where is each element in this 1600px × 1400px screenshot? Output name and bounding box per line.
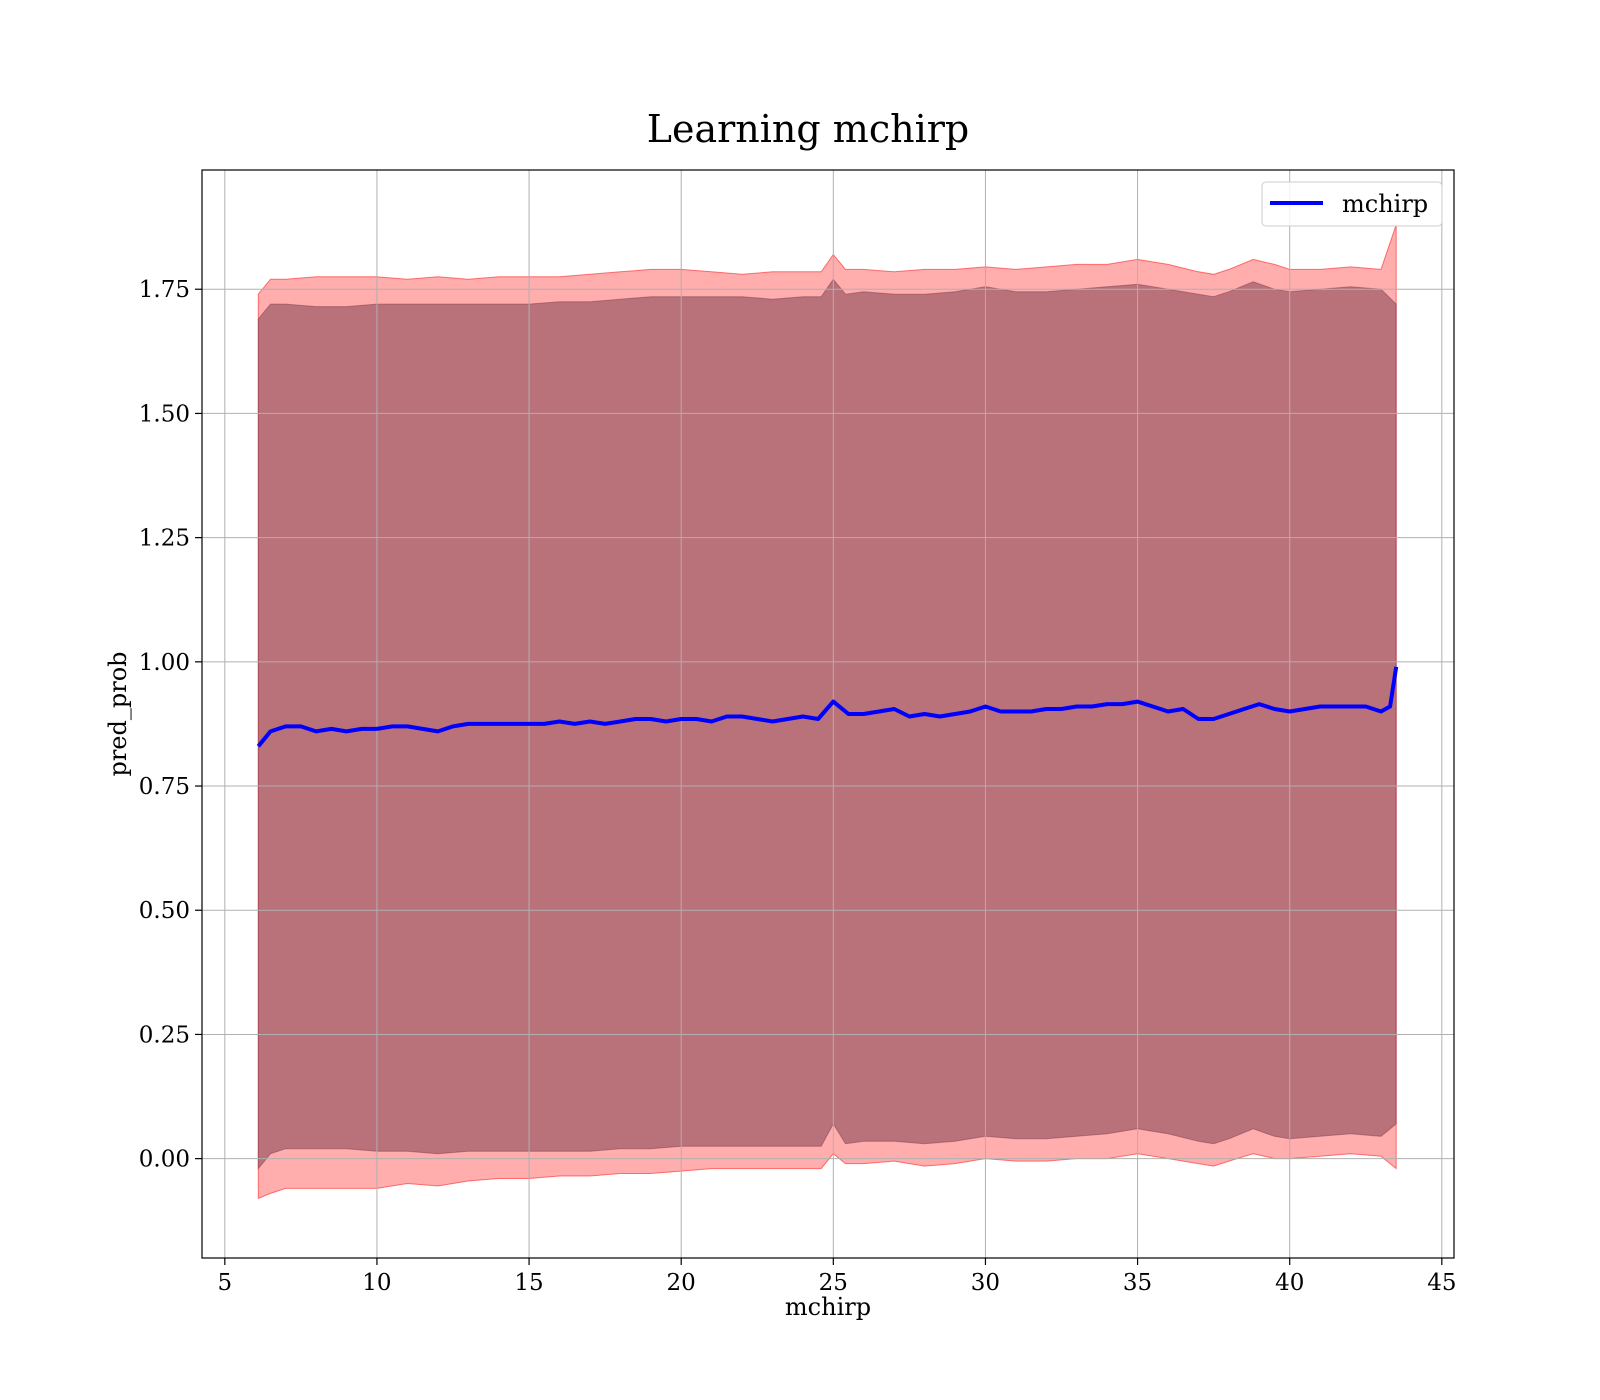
x-tick-label-0: 5 [217, 1270, 232, 1296]
x-tick-label-8: 45 [1427, 1270, 1456, 1296]
y-axis: 0.00 0.25 0.50 0.75 1.00 1.25 1.50 1.75 [139, 277, 202, 1173]
series-lines [256, 666, 1399, 748]
y-tick-label-4: 1.00 [139, 650, 190, 676]
x-axis-label: mchirp [785, 1293, 871, 1321]
y-tick-label-2: 0.50 [139, 898, 190, 924]
chart-title: Learning mchirp [647, 107, 969, 151]
band-1 [257, 278, 1397, 1170]
x-axis: 5 10 15 20 25 30 35 40 45 [217, 1258, 1456, 1296]
x-tick-label-4: 25 [819, 1270, 848, 1296]
y-tick-label-5: 1.25 [139, 526, 190, 552]
y-tick-label-3: 0.75 [139, 774, 190, 800]
x-tick-label-3: 20 [667, 1270, 696, 1296]
y-tick-label-1: 0.25 [139, 1022, 190, 1048]
y-tick-label-0: 0.00 [139, 1147, 190, 1173]
y-tick-label-6: 1.50 [139, 401, 190, 427]
x-tick-label-1: 10 [362, 1270, 391, 1296]
x-tick-label-5: 30 [971, 1270, 1000, 1296]
x-tick-label-2: 15 [514, 1270, 543, 1296]
series-line-0 [256, 666, 1399, 748]
y-axis-label: pred_prob [104, 651, 132, 776]
plot-frame [201, 169, 1455, 1259]
grid [202, 170, 1454, 1258]
x-tick-label-6: 35 [1123, 1270, 1152, 1296]
y-tick-label-7: 1.75 [139, 277, 190, 303]
legend-label: mchirp [1342, 190, 1428, 218]
legend-box [1261, 181, 1443, 227]
x-tick-label-7: 40 [1275, 1270, 1304, 1296]
legend: mchirp [1261, 181, 1443, 227]
